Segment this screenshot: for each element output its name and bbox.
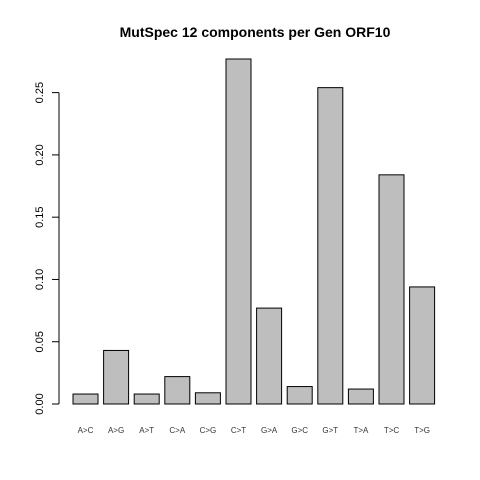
x-category-label: C>G: [200, 426, 217, 435]
x-category-label: T>G: [414, 426, 430, 435]
x-category-label: T>C: [384, 426, 400, 435]
bar-G>A: [256, 307, 283, 405]
y-tick-label: 0.05: [34, 331, 46, 352]
x-category-label: A>T: [139, 426, 154, 435]
y-tick-label: 0.10: [34, 269, 46, 290]
y-tick-label: 0.00: [34, 393, 46, 414]
bar-T>A: [347, 388, 374, 405]
x-category-label: T>A: [353, 426, 369, 435]
chart-title: MutSpec 12 components per Gen ORF10: [120, 24, 391, 40]
y-axis: 0.00 0.05 0.10 0.15 0.20 0.25: [34, 82, 60, 415]
y-tick-label: 0.20: [34, 144, 46, 165]
x-category-label: G>A: [261, 426, 278, 435]
bars-group: [72, 58, 436, 405]
x-category-label: G>C: [291, 426, 308, 435]
x-category-label: G>T: [322, 426, 338, 435]
y-tick-label: 0.15: [34, 206, 46, 227]
bar-A>G: [103, 349, 130, 405]
bar-G>C: [286, 386, 313, 405]
x-category-label: A>C: [78, 426, 94, 435]
x-category-label: C>A: [169, 426, 185, 435]
bar-G>T: [317, 87, 344, 405]
bar-C>A: [164, 376, 191, 405]
bar-A>T: [133, 393, 160, 405]
x-category-label: C>T: [231, 426, 246, 435]
x-axis-labels: A>C A>G A>T C>A C>G C>T G>A G>C G>T T>A T>C T>G: [78, 426, 430, 435]
bar-C>T: [225, 58, 252, 405]
bar-T>C: [378, 174, 405, 405]
bar-A>C: [72, 393, 99, 405]
bar-T>G: [409, 286, 436, 405]
bar-C>G: [194, 392, 221, 405]
y-tick-label: 0.25: [34, 82, 46, 103]
x-category-label: A>G: [108, 426, 124, 435]
